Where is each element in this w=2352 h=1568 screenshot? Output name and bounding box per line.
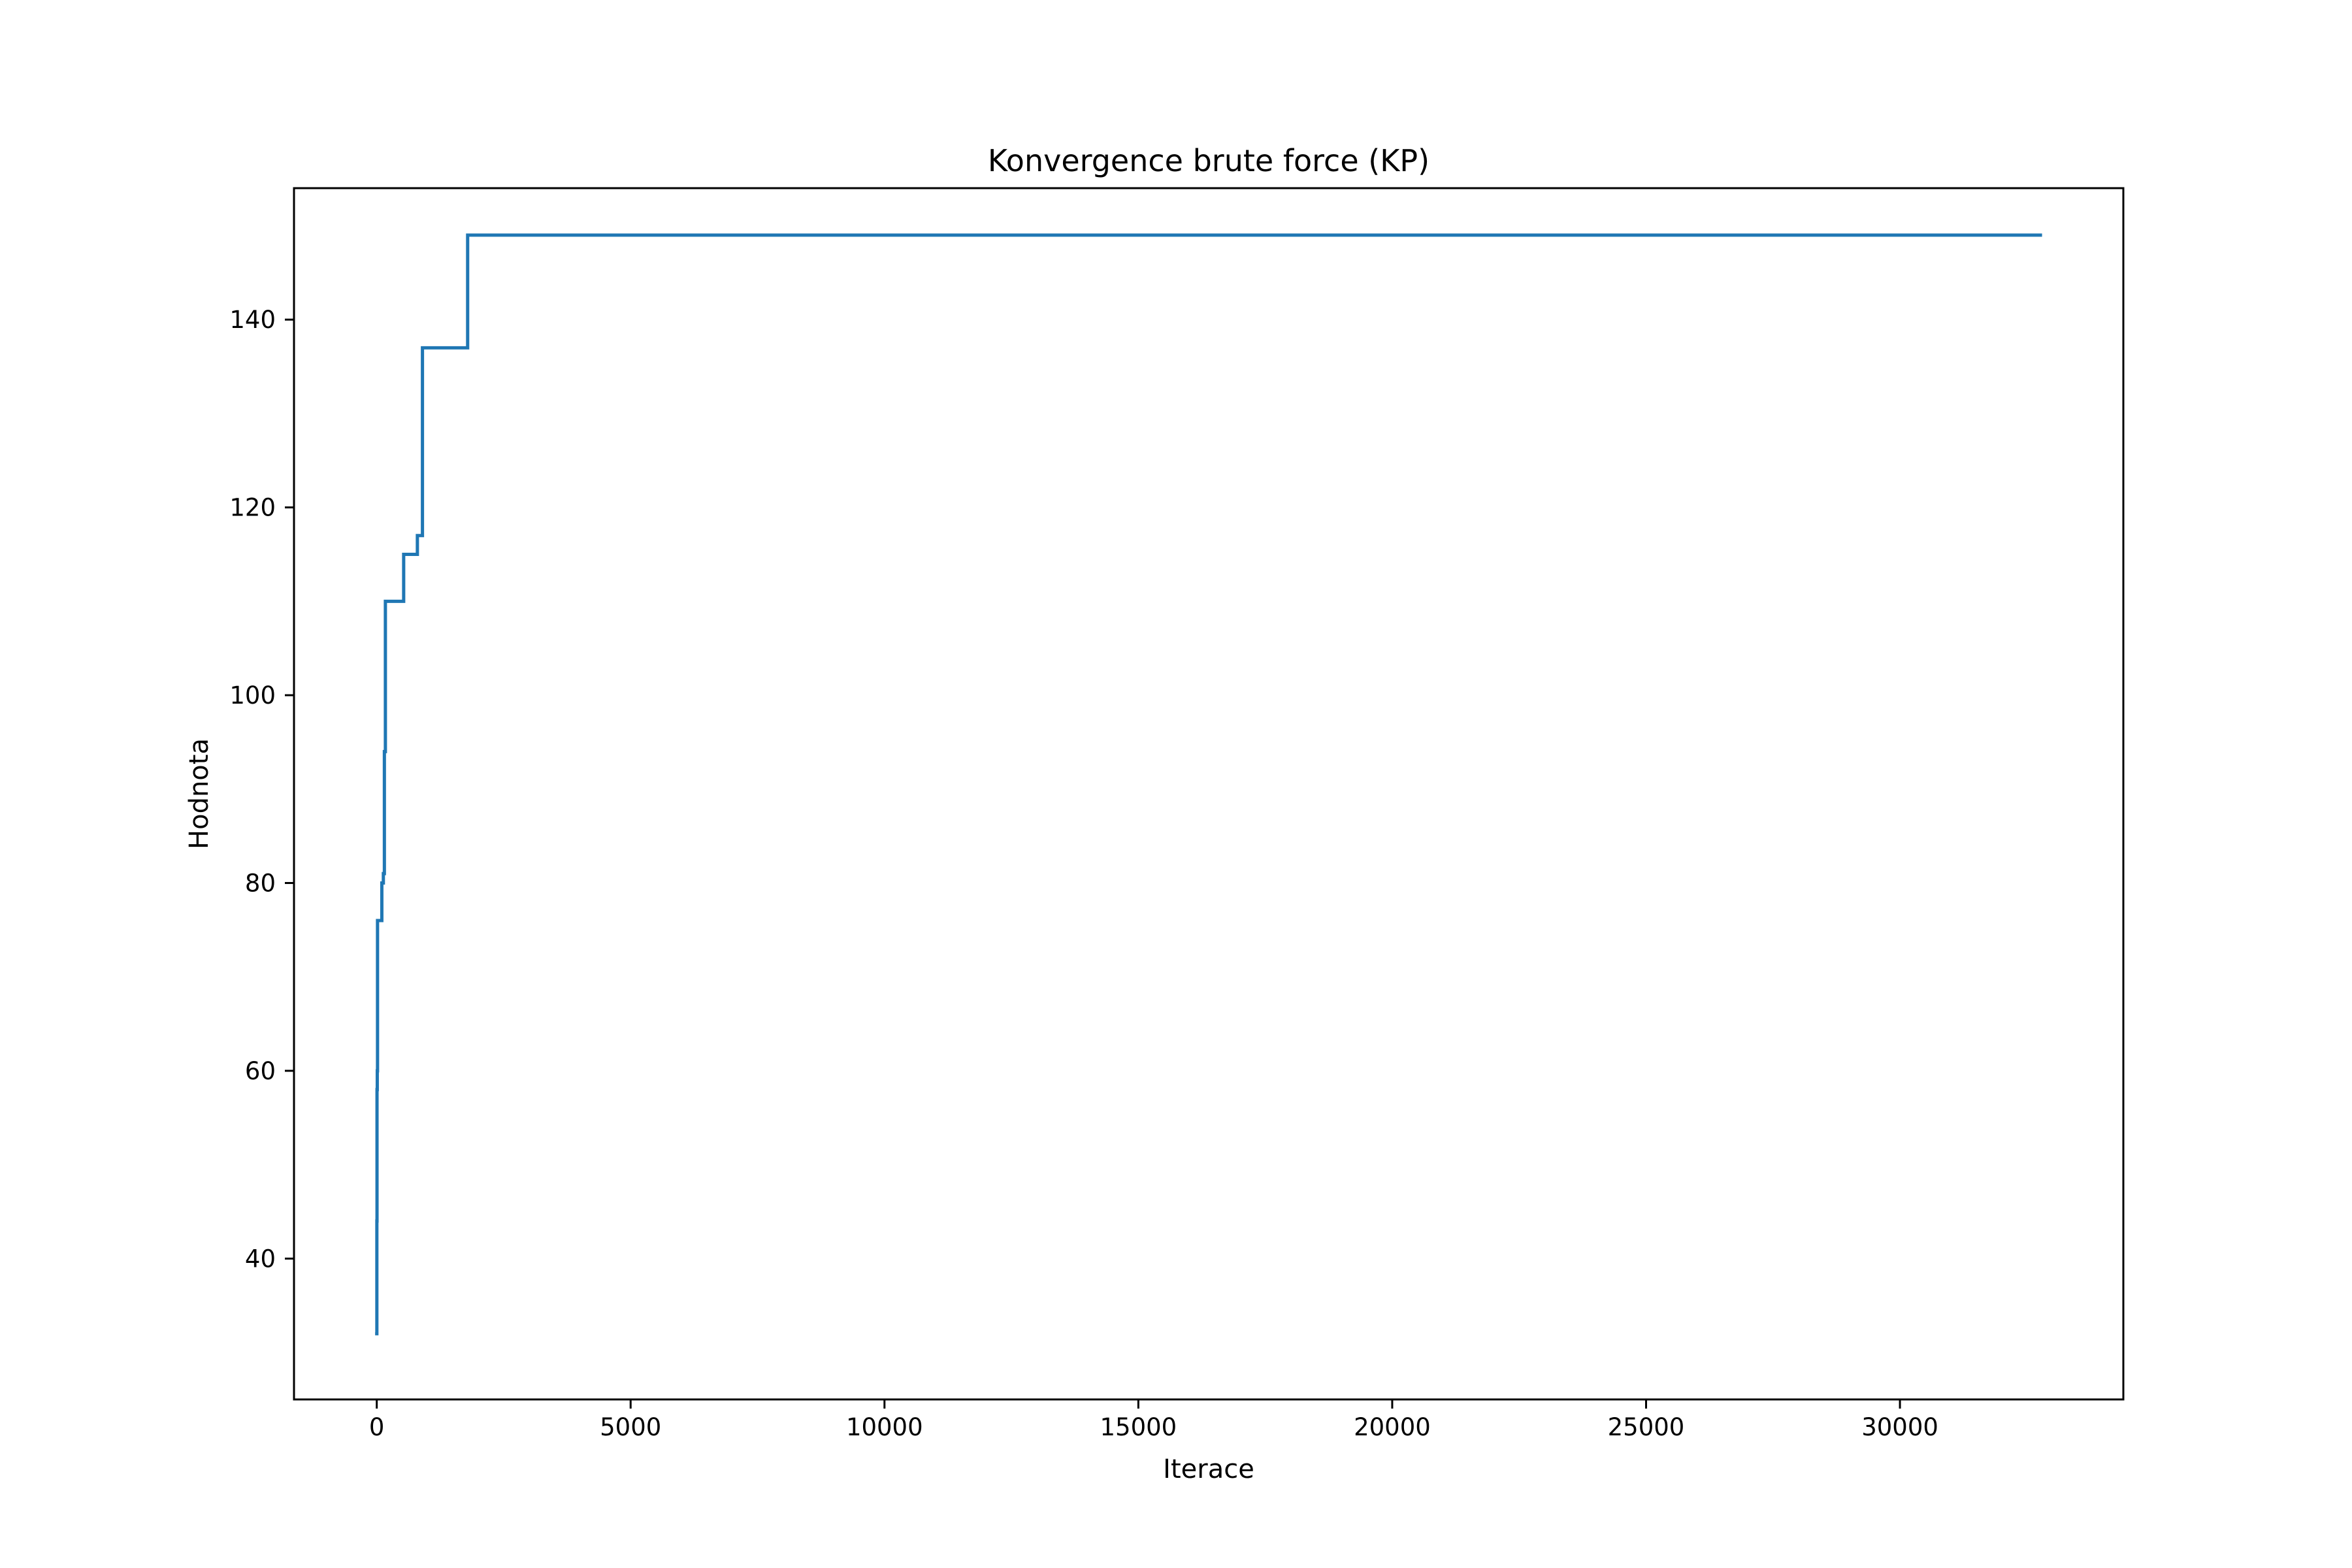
y-axis-title: Hodnota	[184, 738, 214, 849]
x-tick-label: 0	[369, 1413, 385, 1441]
chart-title: Konvergence brute force (KP)	[988, 143, 1429, 178]
y-tick-label: 120	[229, 494, 276, 522]
x-tick-label: 10000	[846, 1413, 923, 1441]
y-axis-ticks: 40 60 80 100 120 140	[229, 306, 294, 1273]
y-tick-label: 40	[245, 1245, 276, 1273]
x-tick-label: 15000	[1100, 1413, 1177, 1441]
plot-frame	[293, 187, 2125, 1401]
y-tick-label: 100	[229, 681, 276, 710]
x-tick-label: 25000	[1608, 1413, 1685, 1441]
series-line	[375, 233, 2042, 1335]
x-tick-label: 5000	[600, 1413, 661, 1441]
x-tick-label: 20000	[1354, 1413, 1431, 1441]
plot-area	[293, 187, 2125, 1401]
y-tick-label: 80	[245, 870, 276, 898]
x-tick-label: 30000	[1861, 1413, 1938, 1441]
x-axis-ticks: 0 5000 10000 15000 20000 25000 30000	[369, 1399, 1938, 1441]
x-axis-title: Iterace	[1163, 1454, 1254, 1484]
y-tick-label: 140	[229, 306, 276, 334]
y-tick-label: 60	[245, 1057, 276, 1085]
